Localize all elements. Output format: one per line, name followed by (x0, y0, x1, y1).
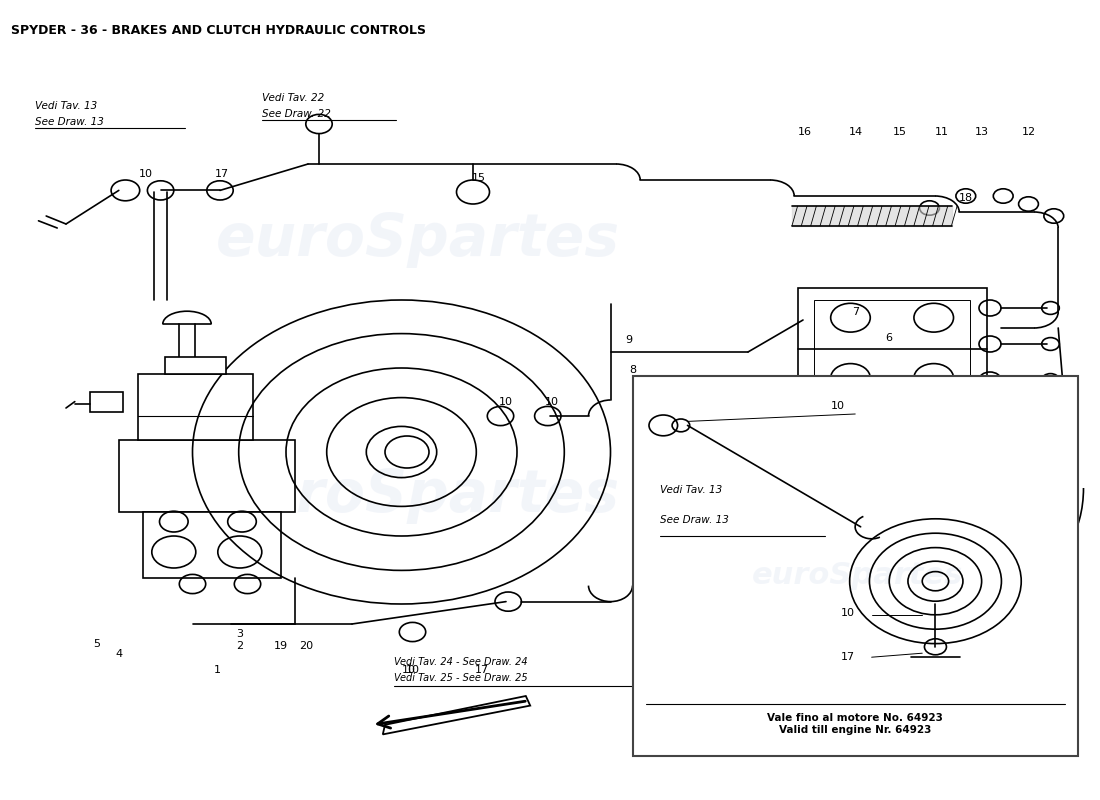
Text: 11: 11 (935, 127, 948, 137)
Text: Vedi Tav. 24 - See Draw. 24: Vedi Tav. 24 - See Draw. 24 (394, 658, 527, 667)
FancyBboxPatch shape (138, 374, 253, 440)
Text: 10: 10 (840, 608, 855, 618)
FancyBboxPatch shape (165, 357, 226, 374)
Text: 20: 20 (299, 642, 312, 651)
Text: See Draw. 13: See Draw. 13 (660, 515, 729, 526)
Text: 10: 10 (830, 402, 845, 411)
FancyBboxPatch shape (119, 440, 295, 512)
Text: 10: 10 (546, 397, 559, 406)
Text: See Draw. 22: See Draw. 22 (262, 109, 331, 118)
Text: See Draw. 13: See Draw. 13 (35, 117, 104, 126)
Text: Vale fino al motore No. 64923
Valid till engine Nr. 64923: Vale fino al motore No. 64923 Valid till… (768, 714, 943, 734)
Text: 10: 10 (140, 170, 153, 179)
Text: 3: 3 (236, 629, 243, 638)
Text: 15: 15 (472, 173, 485, 182)
Text: 15: 15 (893, 127, 906, 137)
FancyBboxPatch shape (90, 392, 123, 412)
Text: 9: 9 (626, 335, 632, 345)
Text: 1: 1 (214, 666, 221, 675)
FancyBboxPatch shape (798, 288, 987, 468)
Text: euroSpartes: euroSpartes (216, 467, 620, 525)
Text: 12: 12 (1022, 127, 1035, 137)
Text: 4: 4 (116, 650, 122, 659)
Text: 16: 16 (799, 127, 812, 137)
Text: 17: 17 (475, 666, 488, 675)
Text: 2: 2 (236, 642, 243, 651)
Text: SPYDER - 36 - BRAKES AND CLUTCH HYDRAULIC CONTROLS: SPYDER - 36 - BRAKES AND CLUTCH HYDRAULI… (11, 24, 426, 37)
Text: 7: 7 (852, 307, 859, 317)
Text: 13: 13 (976, 127, 989, 137)
Text: Vedi Tav. 13: Vedi Tav. 13 (35, 101, 98, 110)
Text: 10: 10 (403, 666, 416, 675)
Text: 17: 17 (216, 170, 229, 179)
Text: 17: 17 (840, 652, 855, 662)
FancyBboxPatch shape (996, 462, 1034, 484)
FancyBboxPatch shape (814, 300, 970, 456)
Text: Vedi Tav. 13: Vedi Tav. 13 (660, 485, 723, 495)
Text: 6: 6 (886, 333, 892, 342)
Text: 8: 8 (629, 365, 636, 374)
Text: 5: 5 (94, 639, 100, 649)
Text: Vedi Tav. 25 - See Draw. 25: Vedi Tav. 25 - See Draw. 25 (394, 674, 527, 683)
Text: 10: 10 (499, 397, 513, 406)
Text: Vedi Tav. 22: Vedi Tav. 22 (262, 93, 324, 102)
Text: 14: 14 (849, 127, 862, 137)
Text: 18: 18 (959, 194, 972, 203)
Text: euroSpartes: euroSpartes (752, 562, 964, 590)
Text: 10: 10 (406, 666, 419, 675)
Text: euroSpartes: euroSpartes (216, 211, 620, 269)
FancyBboxPatch shape (632, 376, 1078, 756)
FancyBboxPatch shape (143, 512, 280, 578)
Text: 19: 19 (274, 642, 287, 651)
